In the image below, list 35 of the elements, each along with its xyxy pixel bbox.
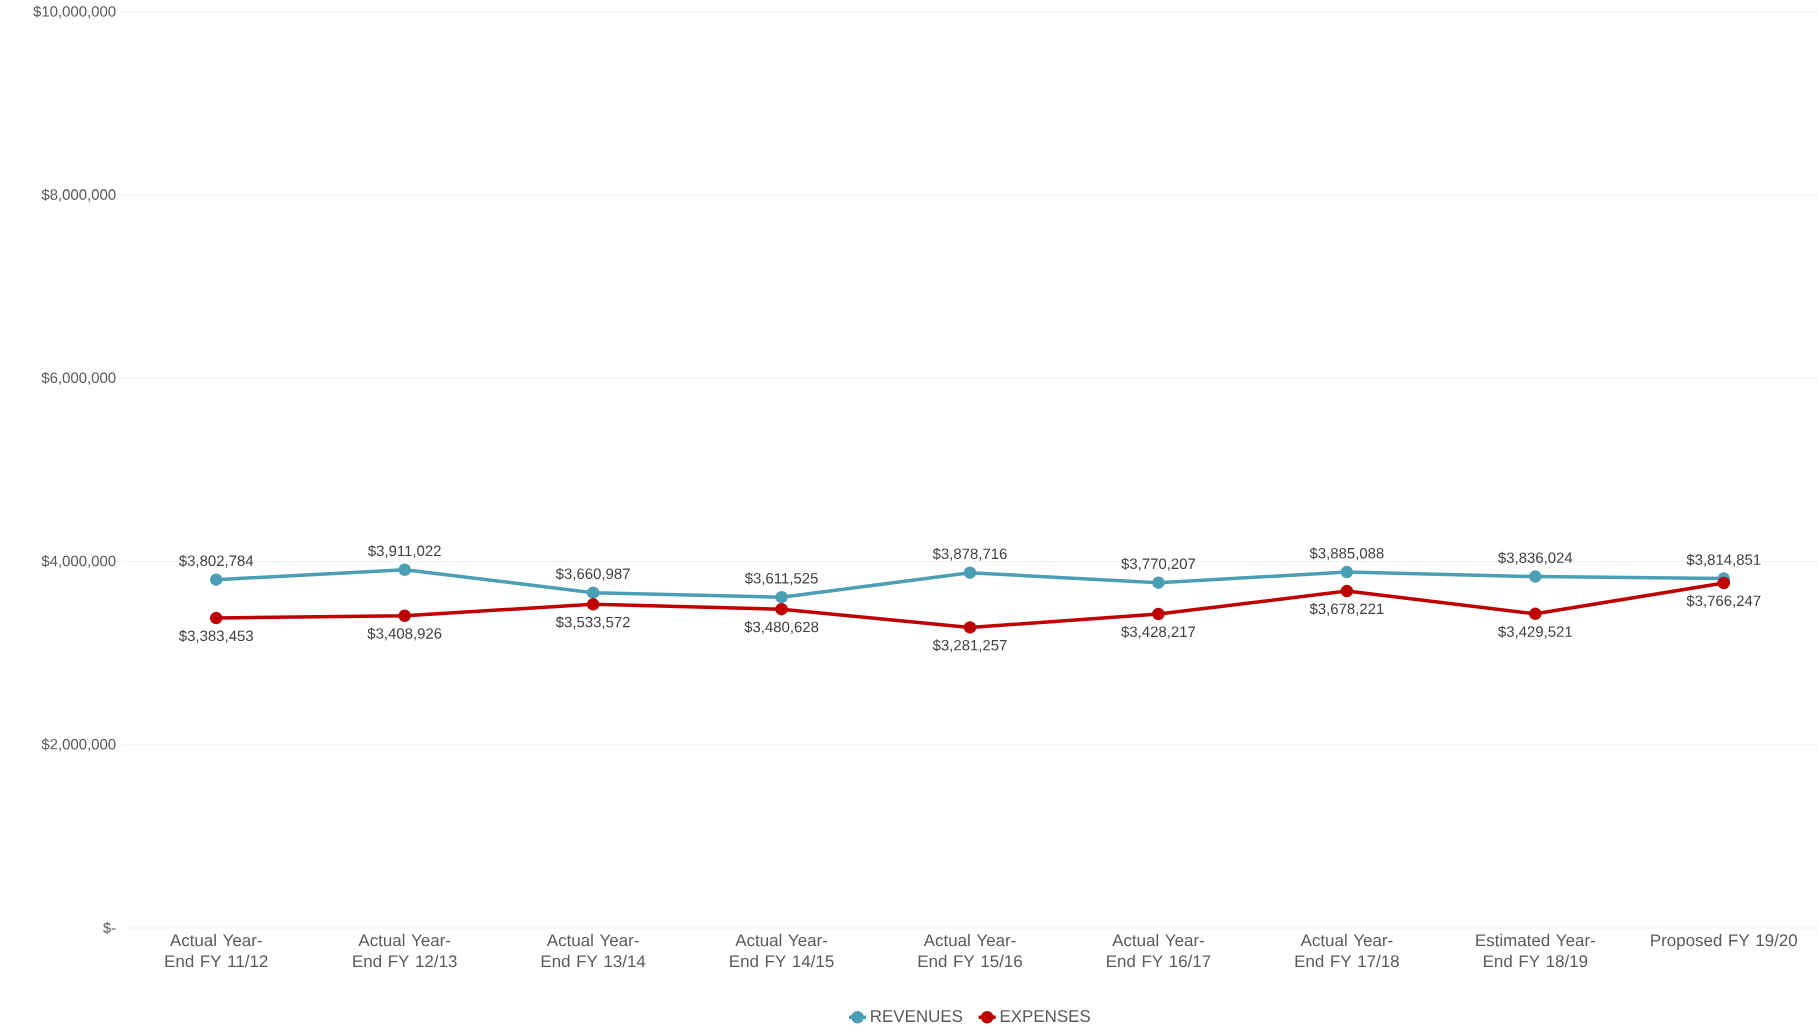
data-label: $3,766,247 — [1686, 594, 1761, 608]
data-label: $3,408,926 — [367, 627, 442, 641]
x-tick-label: Proposed FY 19/20 — [1651, 933, 1797, 950]
data-label: $3,911,022 — [367, 544, 441, 558]
y-tick-label: $10,000,000 — [33, 5, 116, 19]
data-label: $3,533,572 — [555, 616, 630, 630]
x-tick-label: Actual Year-End FY 17/18 — [1295, 933, 1399, 968]
legend-label: REVENUES — [871, 1010, 963, 1023]
data-label: $3,660,987 — [555, 567, 630, 581]
y-tick-label: $8,000,000 — [41, 188, 116, 202]
data-label: $3,428,217 — [1121, 625, 1196, 639]
x-tick-label: Actual Year-End FY 16/17 — [1107, 933, 1211, 968]
data-label: $3,429,521 — [1498, 625, 1572, 639]
data-label: $3,770,207 — [1121, 557, 1196, 571]
data-label: $3,383,453 — [178, 629, 253, 643]
y-tick-label: $6,000,000 — [41, 371, 116, 385]
legend-label: EXPENSES — [1000, 1010, 1090, 1023]
x-tick-label: Actual Year-End FY 14/15 — [730, 933, 834, 968]
x-tick-label: Actual Year-End FY 13/14 — [541, 933, 646, 968]
x-tick-label: Actual Year-End FY 15/16 — [918, 933, 1022, 968]
data-label: $3,611,525 — [744, 572, 818, 586]
data-label: $3,836,024 — [1498, 551, 1573, 565]
x-tick-label: Actual Year-End FY 11/12 — [165, 933, 268, 968]
y-tick-label: $4,000,000 — [41, 555, 116, 569]
data-label: $3,878,716 — [932, 547, 1007, 561]
y-tick-label: $2,000,000 — [41, 738, 116, 752]
data-label: $3,814,851 — [1686, 553, 1761, 567]
data-label: $3,281,257 — [932, 639, 1007, 653]
x-tick-label: Estimated Year-End FY 18/19 — [1476, 933, 1595, 968]
y-tick-label: $- — [103, 921, 116, 935]
x-tick-label: Actual Year-End FY 12/13 — [353, 933, 457, 968]
data-label: $3,802,784 — [178, 554, 254, 568]
data-label: $3,885,088 — [1309, 547, 1384, 561]
data-label: $3,480,628 — [744, 621, 819, 634]
data-label: $3,678,221 — [1309, 602, 1384, 616]
